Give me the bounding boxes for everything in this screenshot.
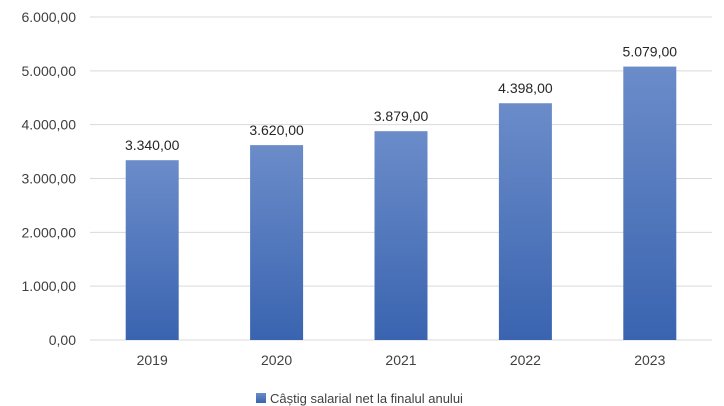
bar-2020 xyxy=(250,145,304,340)
y-tick-label: 0,00 xyxy=(49,332,76,348)
bars xyxy=(125,66,677,340)
x-axis-ticks: 2019 2020 2021 2022 2023 xyxy=(137,352,666,368)
bar-2021 xyxy=(374,131,428,340)
x-tick-label: 2021 xyxy=(385,352,416,368)
data-label-2023: 5.079,00 xyxy=(623,44,678,60)
y-tick-label: 5.000,00 xyxy=(22,63,77,79)
bar-2019 xyxy=(125,160,179,340)
x-tick-label: 2020 xyxy=(261,352,292,368)
y-tick-label: 4.000,00 xyxy=(22,117,77,133)
bar-2022 xyxy=(498,103,552,340)
y-tick-label: 6.000,00 xyxy=(22,9,77,25)
bar-2023 xyxy=(623,66,677,340)
x-tick-label: 2022 xyxy=(510,352,541,368)
legend-swatch xyxy=(256,393,266,403)
data-label-2019: 3.340,00 xyxy=(125,137,180,153)
y-tick-label: 1.000,00 xyxy=(22,278,77,294)
legend-label: Câștig salarial net la finalul anului xyxy=(270,391,463,406)
x-tick-label: 2019 xyxy=(137,352,168,368)
data-label-2021: 3.879,00 xyxy=(374,108,429,124)
data-labels: 3.340,00 3.620,00 3.879,00 4.398,00 5.079,00 xyxy=(125,44,677,154)
legend: Câștig salarial net la finalul anului xyxy=(256,391,463,406)
y-axis-ticks: 0,00 1.000,00 2.000,00 3.000,00 4.000,00 5.00… xyxy=(22,9,77,348)
y-tick-label: 3.000,00 xyxy=(22,171,77,187)
y-tick-label: 2.000,00 xyxy=(22,224,77,240)
data-label-2022: 4.398,00 xyxy=(498,80,553,96)
data-label-2020: 3.620,00 xyxy=(249,122,304,138)
x-tick-label: 2023 xyxy=(634,352,665,368)
